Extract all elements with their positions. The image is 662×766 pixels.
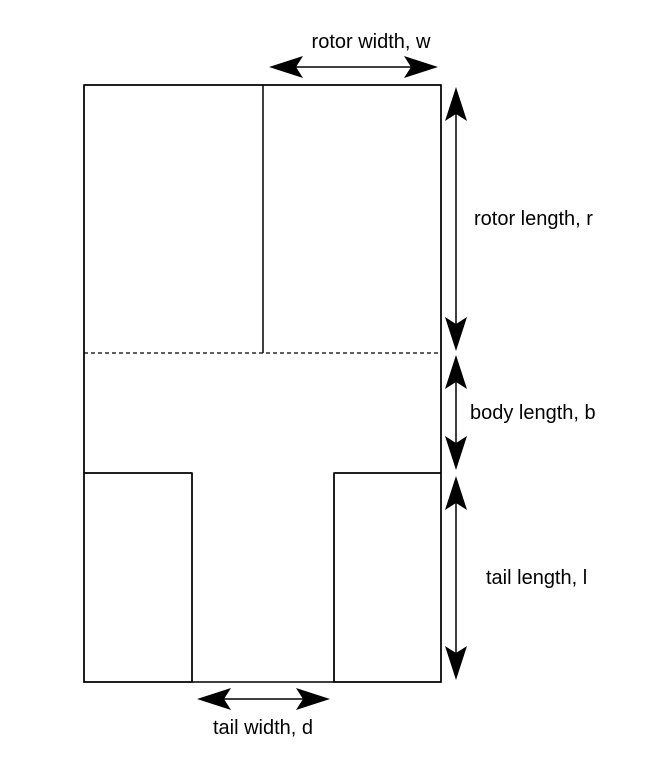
tail-width-dimension: tail width, d: [197, 688, 330, 739]
body-length-arrow-up-icon: [445, 355, 467, 389]
rotor-length-arrow-up-icon: [445, 87, 467, 121]
tail-width-arrow-left-icon: [197, 688, 231, 710]
tail-length-arrow-up-icon: [445, 476, 467, 510]
rotor-width-arrow-left-icon: [269, 56, 303, 78]
rotor-width-dimension: rotor width, w: [269, 31, 438, 78]
body-length-label: body length, b: [470, 402, 596, 424]
tail-length-dimension: tail length, l: [445, 476, 587, 680]
rotor-length-label: rotor length, r: [474, 208, 593, 230]
body-length-dimension: body length, b: [445, 355, 596, 470]
rotor-width-label: rotor width, w: [312, 31, 431, 53]
rotor-length-arrow-down-icon: [445, 317, 467, 351]
tail-width-label: tail width, d: [213, 717, 313, 739]
tail-width-arrow-right-icon: [296, 688, 330, 710]
tail-length-label: tail length, l: [486, 567, 587, 589]
rotor-width-arrow-right-icon: [404, 56, 438, 78]
rotor-length-dimension: rotor length, r: [445, 87, 593, 351]
tail-length-arrow-down-icon: [445, 646, 467, 680]
template-outline: [83, 84, 442, 683]
body-length-arrow-down-icon: [445, 436, 467, 470]
